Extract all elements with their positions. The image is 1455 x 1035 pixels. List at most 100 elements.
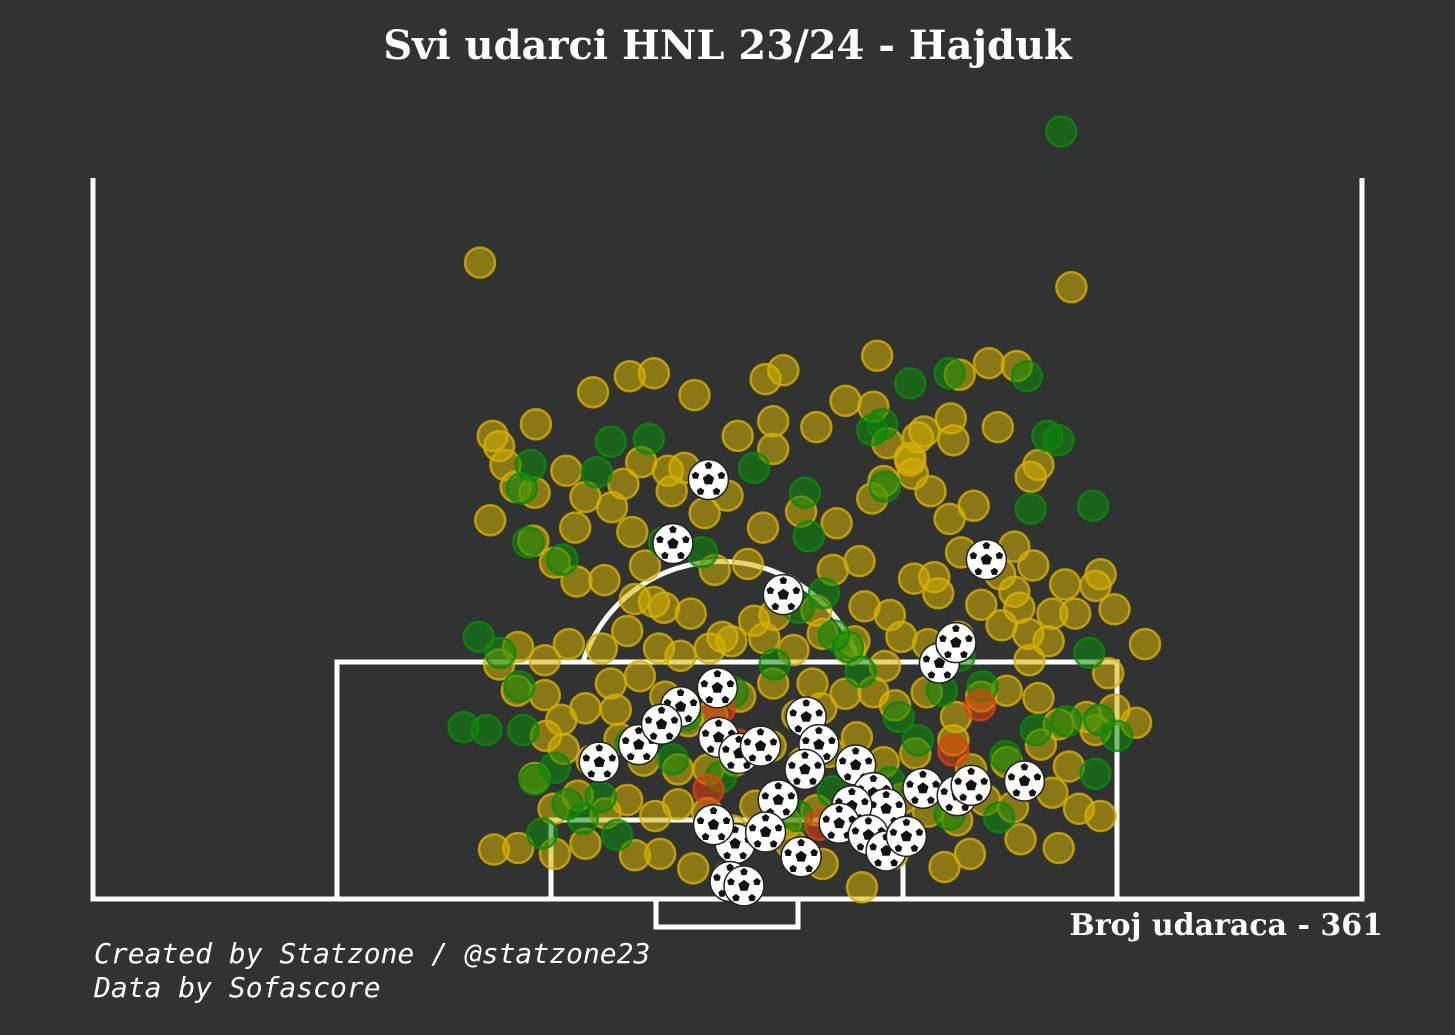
shot-marker-off-target	[688, 496, 721, 530]
shot-marker-off-target	[1098, 592, 1131, 626]
goal-ball-marker	[723, 865, 765, 907]
shots-layer	[447, 115, 1162, 907]
shot-marker-off-target	[972, 346, 1006, 380]
data-source-line: Data by Sofascore	[94, 971, 381, 1004]
shot-marker-off-target	[933, 502, 966, 536]
shot-marker-on-target	[1072, 636, 1106, 670]
shot-marker-off-target	[610, 614, 644, 648]
shot-marker-on-target	[1100, 719, 1134, 753]
shot-marker-on-target	[866, 407, 899, 441]
goal-ball-marker	[950, 764, 992, 807]
shot-count-label: Broj udaraca - 361	[1069, 908, 1383, 943]
shot-marker-off-target	[860, 339, 894, 373]
goal-ball-marker	[739, 725, 782, 767]
shot-marker-on-target	[982, 801, 1016, 834]
shot-marker-off-target	[476, 419, 509, 453]
shot-marker-off-target	[721, 419, 754, 453]
shot-marker-off-target	[477, 833, 511, 866]
shot-marker-off-target	[1004, 823, 1037, 856]
shot-marker-on-target	[817, 619, 851, 652]
shot-marker-off-target	[953, 837, 987, 871]
shot-marker-off-target	[965, 588, 998, 622]
shot-marker-off-target	[610, 783, 644, 817]
shot-marker-on-target	[792, 520, 825, 553]
shot-marker-on-target	[893, 367, 927, 400]
goal-ball-marker	[640, 703, 683, 745]
shot-marker-off-target	[528, 643, 562, 677]
shot-marker-off-target	[618, 839, 652, 872]
shot-marker-on-target	[538, 751, 572, 785]
shot-marker-on-target	[788, 476, 822, 509]
shot-marker-off-target	[1052, 750, 1086, 783]
shot-marker-off-target	[1128, 627, 1162, 661]
shot-marker-on-target	[1044, 115, 1078, 148]
shot-marker-off-target	[473, 504, 507, 537]
shot-marker-off-target	[558, 511, 592, 544]
shot-marker-on-target	[566, 802, 600, 836]
shot-marker-on-target	[632, 422, 666, 456]
shot-marker-on-target	[1076, 489, 1110, 523]
shot-marker-off-target	[594, 667, 628, 700]
shot-marker-on-target	[1079, 757, 1112, 791]
shot-marker-off-target	[1003, 591, 1036, 624]
shot-marker-off-target	[907, 415, 941, 448]
shot-marker-off-target	[756, 405, 790, 438]
shot-marker-off-target	[885, 620, 918, 654]
shot-marker-on-target	[656, 742, 690, 776]
shot-marker-off-target	[616, 515, 649, 549]
shot-marker-off-target	[623, 659, 657, 693]
shot-marker-off-target	[519, 407, 553, 441]
shot-marker-off-target	[921, 576, 955, 610]
shot-marker-off-target	[1048, 568, 1082, 601]
shot-marker-off-target	[820, 507, 853, 540]
credit-line: Created by Statzone / @statzone23	[94, 937, 651, 970]
shot-marker-on-target	[447, 710, 480, 744]
goal	[653, 896, 801, 930]
goal-ball-marker	[784, 748, 826, 791]
shot-marker-off-target	[607, 467, 640, 501]
shot-marker-off-target	[1022, 681, 1055, 715]
shot-marker-off-target	[1084, 799, 1117, 833]
shot-marker-off-target	[1055, 271, 1088, 304]
shot-marker-off-target	[829, 384, 862, 418]
shot-marker-off-target	[463, 246, 497, 279]
shot-marker-off-target	[845, 871, 879, 904]
goal-ball-marker	[780, 836, 822, 878]
shot-marker-on-target	[807, 576, 841, 610]
shot-marker-off-target	[706, 620, 739, 654]
shot-marker-off-target	[928, 850, 961, 884]
shot-marker-off-target	[637, 585, 671, 619]
shot-marker-on-target	[505, 472, 539, 505]
shot-marker-off-target	[655, 474, 688, 508]
shot-marker-off-target	[674, 597, 707, 630]
shot-marker-off-target	[588, 563, 621, 597]
shot-marker-off-target	[756, 432, 790, 466]
goal-ball-marker	[1003, 760, 1046, 802]
shot-marker-off-target	[661, 788, 695, 821]
goal-ball-marker	[902, 767, 944, 810]
shot-marker-on-target	[546, 543, 579, 576]
shot-marker-off-target	[552, 627, 586, 661]
goal-ball-marker	[757, 779, 800, 821]
shot-marker-on-target	[1010, 359, 1044, 393]
shot-marker-off-target	[1079, 569, 1112, 603]
shot-marker-off-target	[1022, 448, 1055, 482]
shot-marker-on-target	[844, 655, 877, 689]
goal-ball-marker	[935, 621, 977, 664]
shot-marker-on-target	[506, 713, 540, 747]
shot-marker-off-target	[796, 667, 829, 700]
shot-marker-on-target	[1014, 492, 1048, 525]
shot-marker-off-target	[599, 693, 633, 726]
shot-marker-off-target	[893, 444, 927, 477]
shot-marker-on-target	[901, 724, 935, 757]
goal-ball-marker	[885, 815, 928, 858]
shot-marker-on-target	[580, 456, 614, 489]
shot-marker-off-target	[746, 511, 780, 544]
shot-marker-off-target	[800, 410, 833, 444]
goal-ball-marker	[762, 573, 805, 616]
shot-marker-on-target	[600, 818, 634, 852]
shot-marker-off-target	[981, 410, 1015, 444]
goal-ball-marker	[692, 803, 735, 846]
shot-marker-off-target	[678, 378, 711, 412]
